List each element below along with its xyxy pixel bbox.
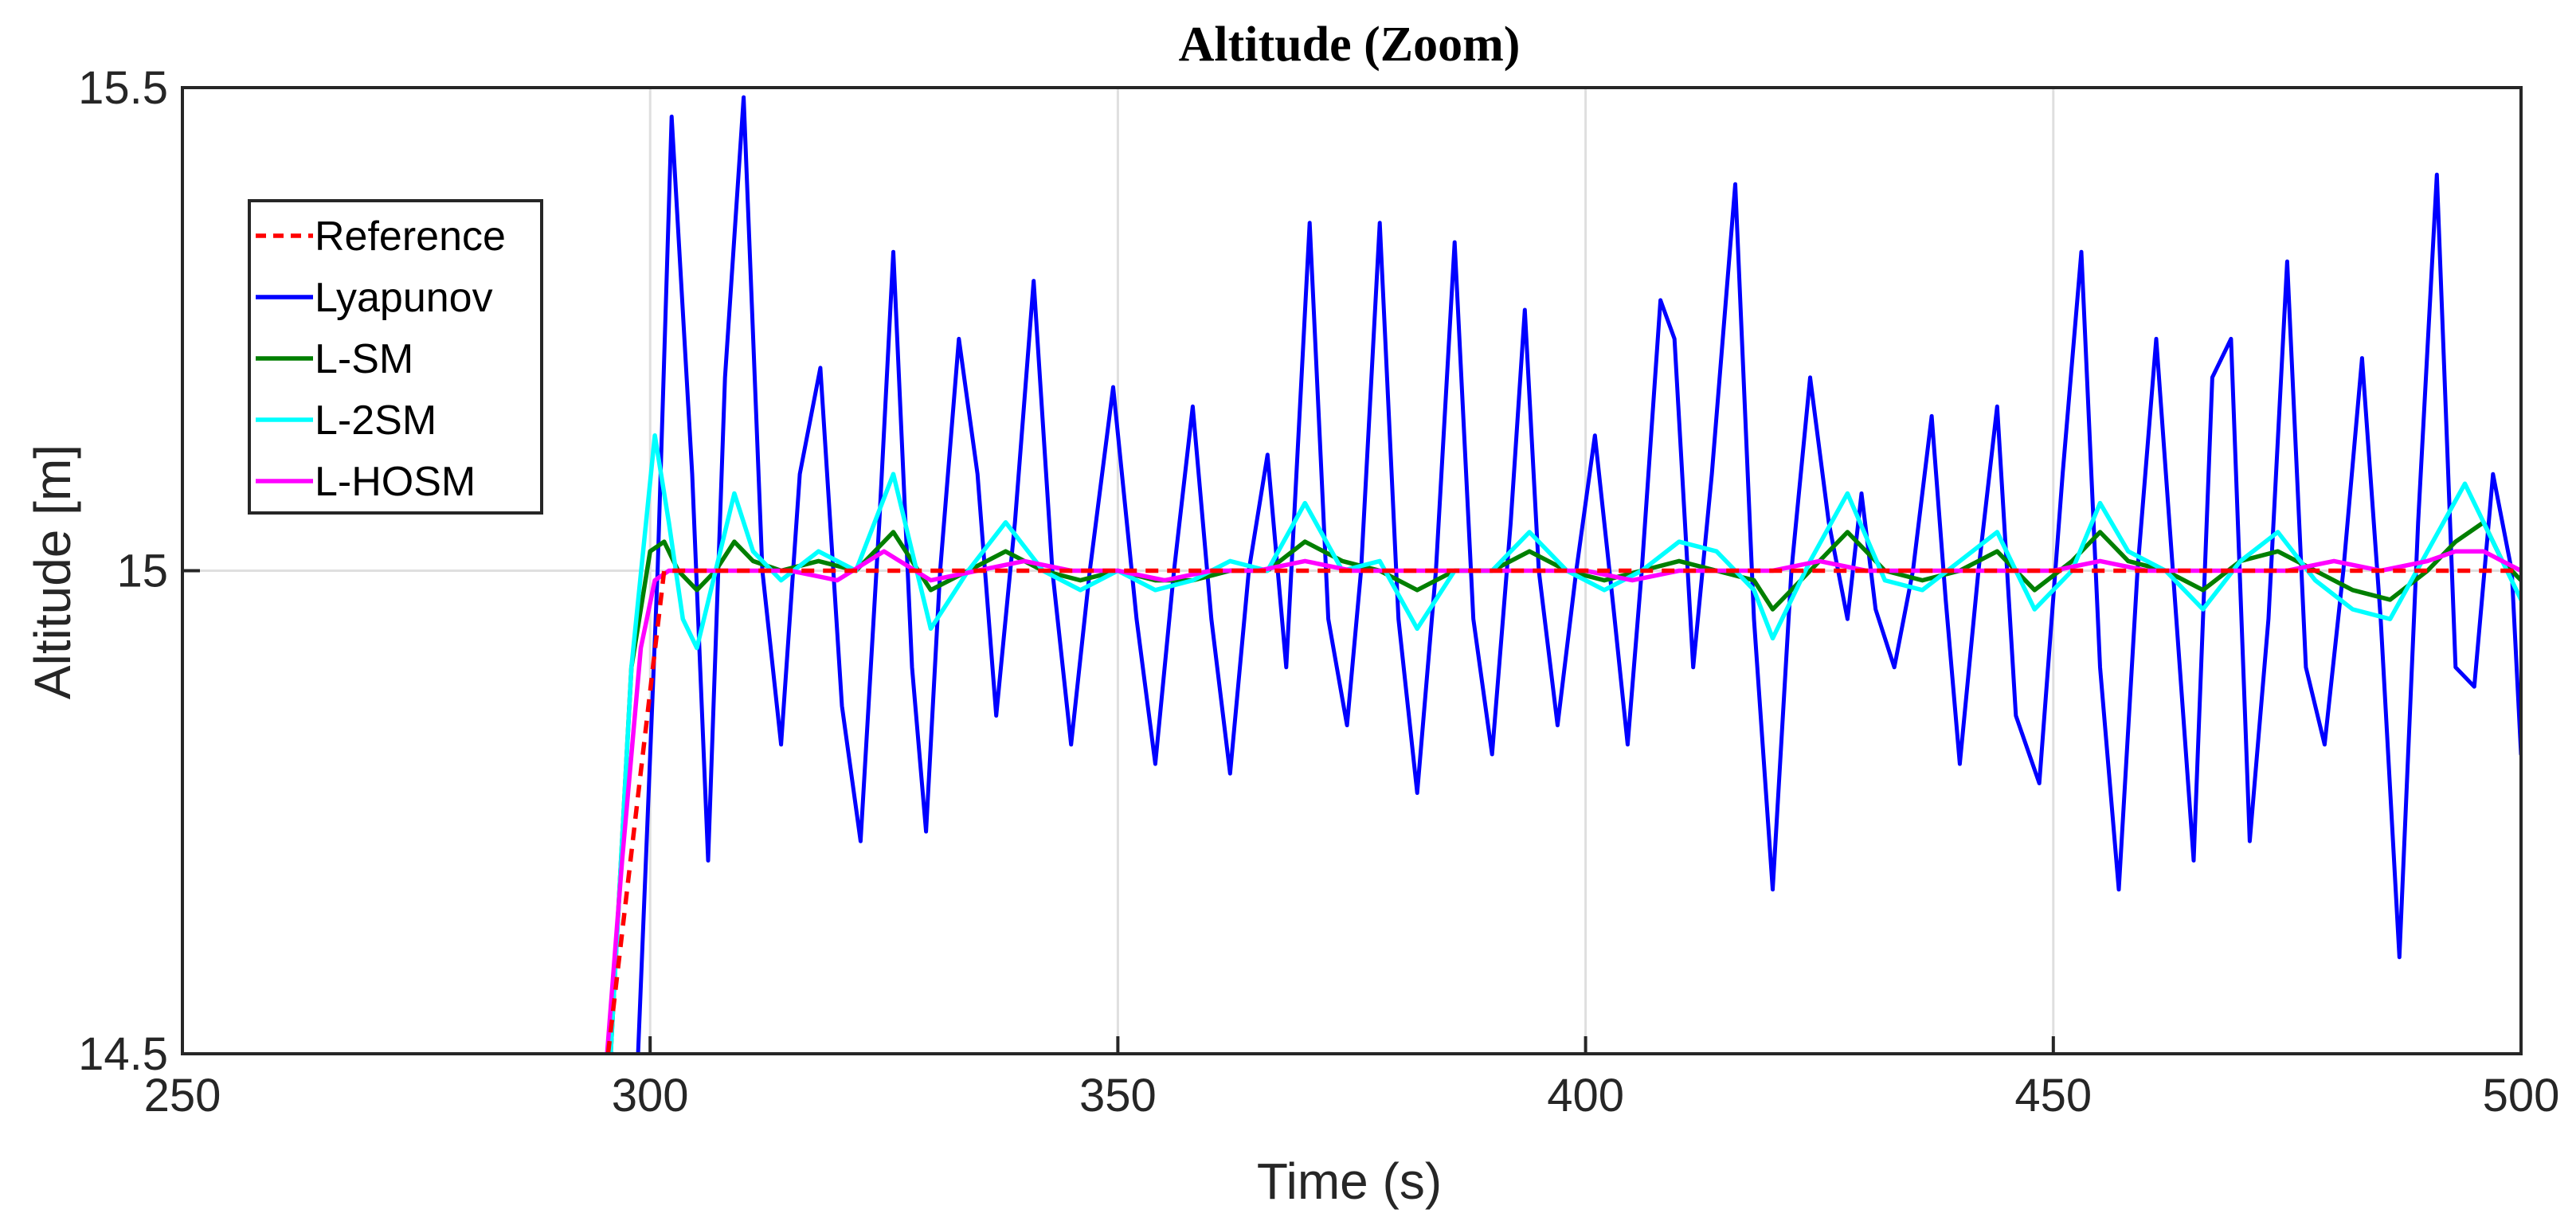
legend-label: L-2SM [315,397,437,444]
series-layer [605,95,2521,1054]
legend-label: Lyapunov [315,275,493,321]
ticks-layer: 250 300 350 400 450 500 14.5 15 15.5 [78,62,2559,1121]
x-axis-label: Time (s) [1257,1153,1442,1210]
series-line-l-sm [608,520,2521,1054]
series-line-l-2sm [608,432,2521,1054]
legend-label: L-HOSM [315,459,476,505]
series-line-l-hosm [605,549,2521,1054]
x-tick-label: 350 [1079,1070,1157,1121]
series-line-lyapunov [610,95,2521,1054]
x-tick-label: 450 [2014,1070,2092,1121]
legend-label: L-SM [315,336,413,382]
x-tick-label: 250 [144,1070,221,1121]
y-tick-label: 14.5 [78,1028,168,1080]
legend-label: Reference [315,213,506,260]
chart-title: Altitude (Zoom) [1179,18,1521,72]
series-line-reference [605,568,2521,1054]
legend: Reference Lyapunov L-SM L-2SM L-HOSM [248,199,543,515]
y-axis-label: Altitude [m] [24,444,81,699]
x-tick-label: 300 [612,1070,689,1121]
y-tick-label: 15.5 [78,62,168,114]
y-tick-label: 15 [116,546,168,597]
x-tick-label: 500 [2483,1070,2560,1121]
x-tick-label: 400 [1547,1070,1624,1121]
